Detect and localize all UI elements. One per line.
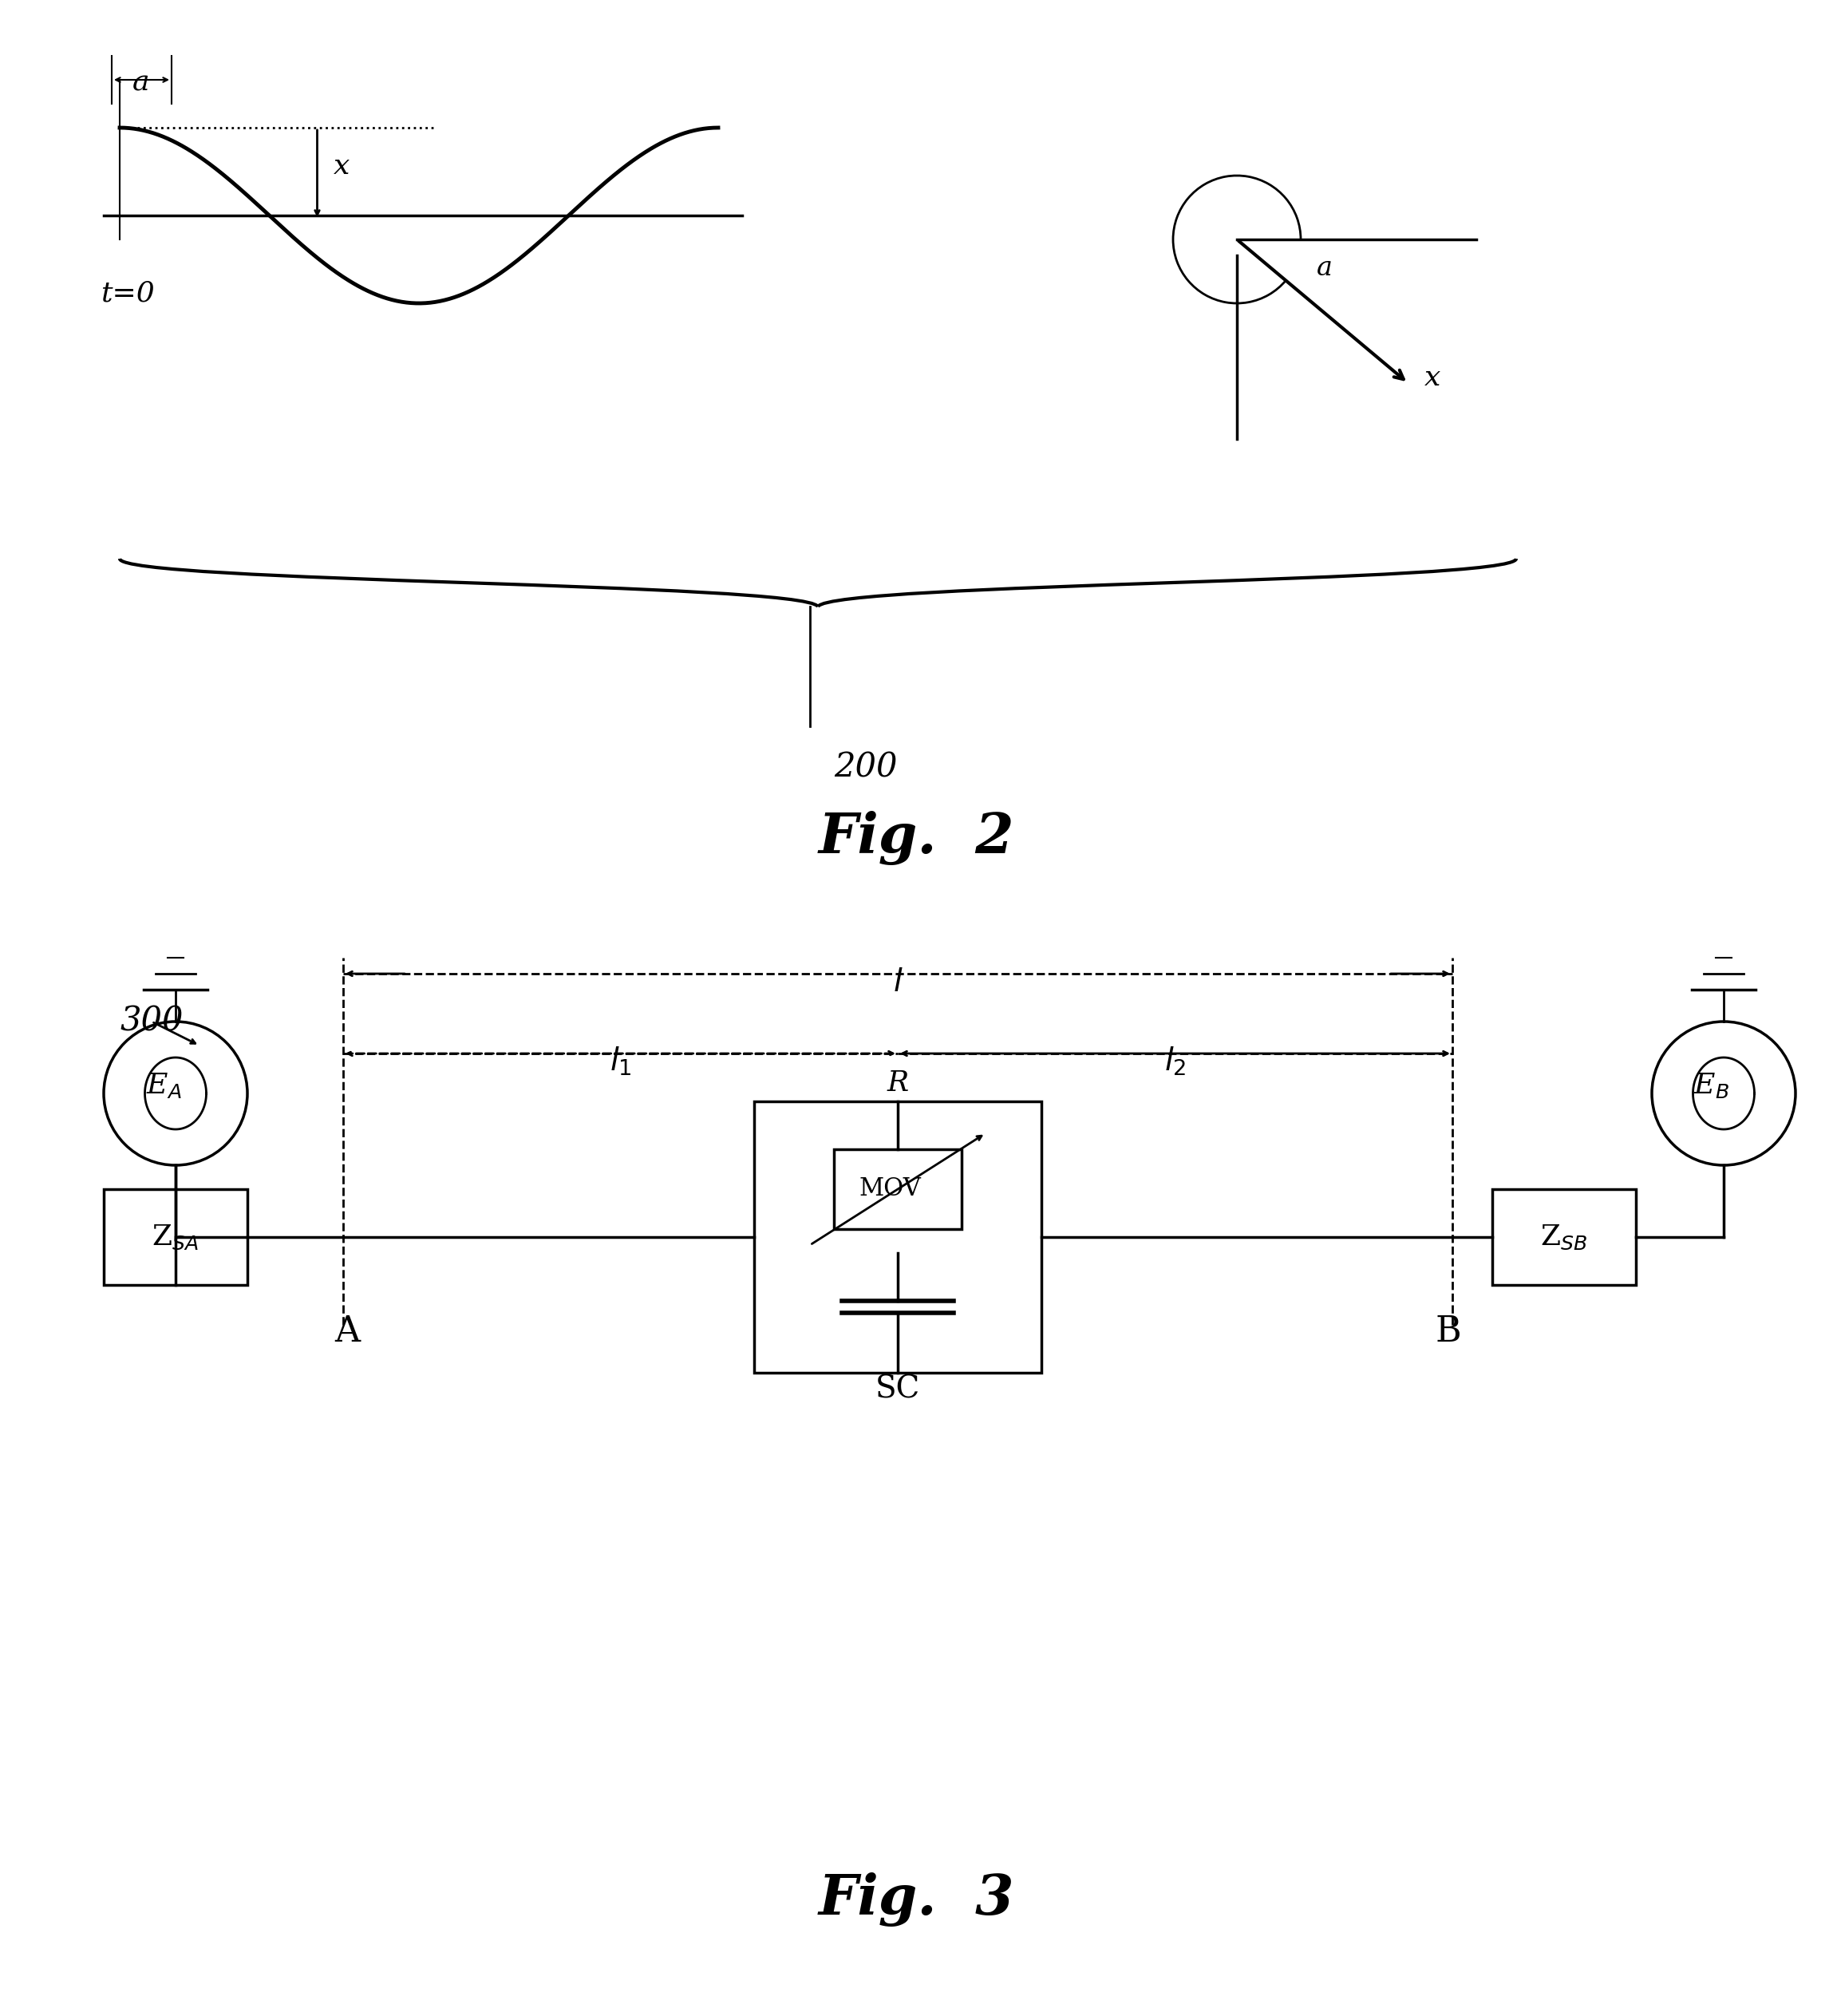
Bar: [834, 1149, 962, 1230]
Text: E$_A$: E$_A$: [145, 1070, 181, 1101]
Text: $l_2$: $l_2$: [1164, 1044, 1186, 1077]
Text: $l_1$: $l_1$: [609, 1044, 632, 1077]
Text: Fig.  3: Fig. 3: [818, 1873, 1014, 1927]
Text: Fig.  2: Fig. 2: [818, 810, 1014, 865]
Text: SC: SC: [876, 1375, 920, 1405]
Bar: [104, 1189, 247, 1284]
Text: $l$: $l$: [893, 968, 904, 998]
Text: E$_B$: E$_B$: [1694, 1070, 1730, 1101]
Text: x: x: [1424, 365, 1441, 391]
Text: 300: 300: [119, 1004, 183, 1038]
Text: Z$_{SA}$: Z$_{SA}$: [152, 1224, 200, 1252]
Text: R: R: [887, 1068, 909, 1097]
Bar: [1492, 1189, 1635, 1284]
Text: A: A: [334, 1314, 359, 1349]
Text: B: B: [1435, 1314, 1461, 1349]
Text: x: x: [334, 151, 350, 179]
Text: MOV: MOV: [858, 1177, 920, 1202]
Text: 200: 200: [834, 750, 898, 784]
Text: a: a: [1316, 256, 1333, 280]
Text: t=0: t=0: [101, 280, 154, 306]
Bar: [753, 1101, 1041, 1373]
Text: Z$_{SB}$: Z$_{SB}$: [1540, 1224, 1587, 1252]
Text: a: a: [132, 69, 150, 97]
